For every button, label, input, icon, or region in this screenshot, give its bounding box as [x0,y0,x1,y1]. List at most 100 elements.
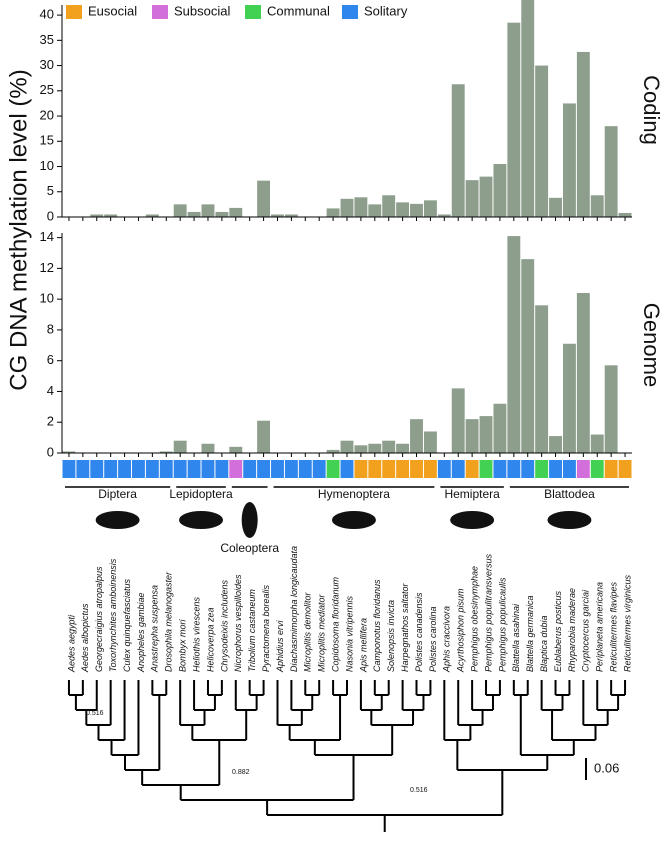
bar [90,214,104,217]
bar [382,195,396,217]
y-tick-label: 35 [40,32,54,47]
social-cell [243,460,257,478]
y-axis-title: CG DNA methylation level (%) [5,69,32,390]
species-label: Aphis craccivora [442,606,452,673]
species-label: Polistes canadensis [414,592,424,672]
bar [284,214,298,217]
species-label: Pemphigus populitransversus [483,553,493,672]
bar [437,214,451,217]
insect-silhouette [331,511,376,529]
bar [618,212,632,217]
legend-label: Communal [267,3,330,18]
y-tick-label: 4 [47,383,54,398]
bar [257,180,271,217]
bar [590,195,604,217]
clade-label: Diptera [98,487,137,501]
bar [521,0,535,218]
bar [423,431,437,453]
social-cell [118,460,132,478]
bar [368,443,382,453]
bar [479,416,493,453]
social-cell [229,460,243,478]
bar [326,208,340,217]
social-cell [437,460,451,478]
support-value: 0.516 [86,710,104,717]
clade-label: Hemiptera [444,487,500,501]
bar [187,211,201,217]
bar [354,197,368,217]
species-label: Toxorhynchites amboinensis [108,558,118,672]
bar [382,440,396,453]
social-cell [201,460,215,478]
species-label: Aphidius ervi [275,619,285,673]
social-cell [90,460,104,478]
bar [354,445,368,453]
bar [562,343,576,453]
social-cell [104,460,118,478]
bar [521,259,535,453]
species-label: Tribolium castaneum [247,589,257,672]
y-tick-label: 40 [40,7,54,22]
social-cell [396,460,410,478]
bar [396,202,410,217]
y-tick-label: 10 [40,158,54,173]
y-tick-label: 0 [47,208,54,223]
bar [215,211,229,217]
social-cell [298,460,312,478]
bar [535,65,549,217]
species-label: Copidosoma floridanum [330,576,340,672]
social-cell [410,460,423,478]
bar [173,440,187,453]
legend-label: Solitary [364,3,408,18]
y-tick-label: 2 [47,414,54,429]
species-label: Blaptica dubia [539,615,549,672]
insect-silhouette [179,511,224,529]
species-label: Reticulitermes flavipes [609,581,619,672]
species-label: Anastrepha suspensa [150,585,160,673]
social-cell [187,460,201,478]
species-label: Camponotus floridanus [372,579,382,672]
social-cell [562,460,576,478]
scale-label: 0.06 [594,760,619,775]
species-label: Apis mellifera [358,618,368,673]
social-cell [340,460,354,478]
bar [535,305,549,453]
social-cell [576,460,590,478]
species-label: Solenopsis invicta [386,600,396,672]
species-label: Aedes albopictus [80,603,90,673]
species-label: Microplitis demolitor [303,591,313,672]
species-label: Microplitis mediator [317,593,327,672]
species-label: Cryptocercus garciai [581,589,591,672]
social-cell [132,460,145,478]
species-label: Aedes aegypti [66,614,76,673]
bar [493,164,507,217]
bar [145,214,159,217]
species-label: Diachasmimorpha longicaudata [289,546,299,672]
y-tick-label: 25 [40,82,54,97]
y-tick-label: 20 [40,107,54,122]
species-label: Blattella germanica [525,595,535,672]
species-label: Nicrophorus vespilloides [233,574,243,672]
support-value: 0.882 [232,769,250,776]
bar [396,443,410,453]
social-cell [549,460,562,478]
species-label: Blattella asahinai [511,603,521,672]
y-tick-label: 0 [47,444,54,459]
bar [465,180,479,217]
y-tick-label: 5 [47,183,54,198]
species-label: Pyractomena borealis [261,584,271,672]
insect-silhouette [547,511,592,529]
y-tick-label: 30 [40,57,54,72]
insect-silhouette [241,502,258,538]
species-label: Pemphigus obesinymphae [469,566,479,672]
bar [410,203,423,217]
species-label: Anopheles gambiae [136,592,146,673]
bar [201,443,215,453]
species-label: Chrysodeixis includens [219,579,229,672]
legend-swatch [342,5,358,19]
species-label: Rhyparobia maderae [567,588,577,672]
bar [326,449,340,453]
social-cell [479,460,493,478]
species-label: Heliothis virescens [191,596,201,672]
